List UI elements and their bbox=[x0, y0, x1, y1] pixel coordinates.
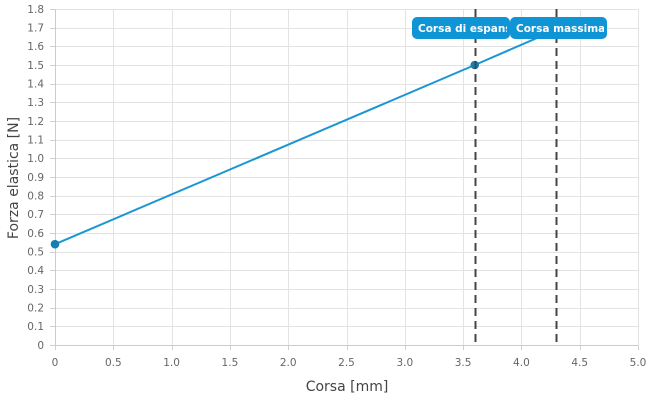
y-tick-label: 1.1 bbox=[27, 134, 44, 146]
y-tick-label: 0.2 bbox=[27, 302, 44, 314]
data-point bbox=[50, 239, 60, 249]
y-tick-label: 0.8 bbox=[27, 190, 44, 202]
x-tick-label: 0.5 bbox=[105, 357, 122, 369]
grid bbox=[50, 9, 639, 350]
x-tick-label: 2.0 bbox=[280, 357, 297, 369]
y-tick-label: 0.3 bbox=[27, 284, 44, 296]
series-line bbox=[54, 28, 557, 246]
x-tick-label: 2.5 bbox=[338, 357, 355, 369]
y-tick-label: 0.7 bbox=[27, 209, 44, 221]
y-tick-label: 0.6 bbox=[27, 228, 44, 240]
y-tick-label: 1.4 bbox=[27, 78, 44, 90]
y-tick-label: 1.8 bbox=[27, 4, 44, 16]
x-tick-label: 1.5 bbox=[222, 357, 239, 369]
x-tick-label: 5.0 bbox=[630, 357, 647, 369]
annotation-label: Corsa massima bbox=[516, 23, 605, 35]
y-tick-label: 1.2 bbox=[27, 116, 44, 128]
y-tick-label: 1.0 bbox=[27, 153, 44, 165]
y-tick-label: 1.5 bbox=[27, 60, 44, 72]
y-tick-label: 0.1 bbox=[27, 321, 44, 333]
y-tick-label: 0 bbox=[37, 340, 44, 352]
annotation-box bbox=[510, 17, 607, 39]
y-tick-labels: 0 0.1 0.2 0.3 0.4 0.5 0.6 0.7 0.8 0.9 1.0 1.1 1.2 1.3… bbox=[27, 4, 44, 352]
x-tick-label: 3.0 bbox=[396, 357, 413, 369]
series-layer bbox=[50, 28, 557, 249]
annotation-box bbox=[412, 17, 510, 39]
y-axis-title: Forza elastica [N] bbox=[6, 117, 22, 239]
x-tick-label: 0 bbox=[52, 357, 59, 369]
x-tick-label: 3.5 bbox=[455, 357, 472, 369]
y-tick-label: 0.9 bbox=[27, 172, 44, 184]
x-tick-label: 1.0 bbox=[163, 357, 180, 369]
y-tick-label: 1.7 bbox=[27, 22, 44, 34]
x-axis-title: Corsa [mm] bbox=[306, 379, 389, 395]
annotation-label: Corsa di espansi bbox=[418, 23, 515, 35]
annotations: Corsa di espansi Corsa massima bbox=[412, 17, 607, 39]
y-tick-label: 0.4 bbox=[27, 265, 44, 277]
y-tick-label: 1.3 bbox=[27, 97, 44, 109]
y-tick-label: 0.5 bbox=[27, 246, 44, 258]
x-tick-label: 4.5 bbox=[571, 357, 588, 369]
y-tick-label: 1.6 bbox=[27, 41, 44, 53]
x-tick-labels: 0 0.5 1.0 1.5 2.0 2.5 3.0 3.5 4.0 4.5 5.0 bbox=[52, 357, 647, 369]
x-tick-label: 4.0 bbox=[513, 357, 530, 369]
reference-lines bbox=[474, 9, 558, 345]
